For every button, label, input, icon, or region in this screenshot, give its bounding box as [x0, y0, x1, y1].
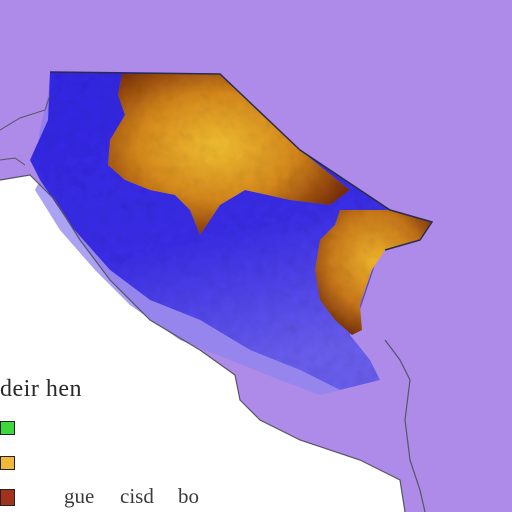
boundary-line-north — [0, 94, 51, 131]
region-high-southeast — [315, 210, 432, 335]
legend-swatch-orange — [0, 456, 15, 470]
legend-label: bo — [178, 484, 199, 508]
boundary-line — [384, 339, 426, 512]
region-border — [49, 71, 434, 251]
legend-title: deir hen — [0, 376, 82, 402]
legend-swatch-green — [0, 421, 15, 435]
boundary-line-small — [0, 157, 26, 166]
legend-label: cisd — [120, 484, 154, 508]
coastline — [0, 174, 406, 512]
legend-swatch-dark-red — [0, 489, 15, 506]
legend-label: gue — [64, 484, 95, 508]
land-area — [0, 175, 405, 512]
region-high-north — [108, 74, 350, 235]
